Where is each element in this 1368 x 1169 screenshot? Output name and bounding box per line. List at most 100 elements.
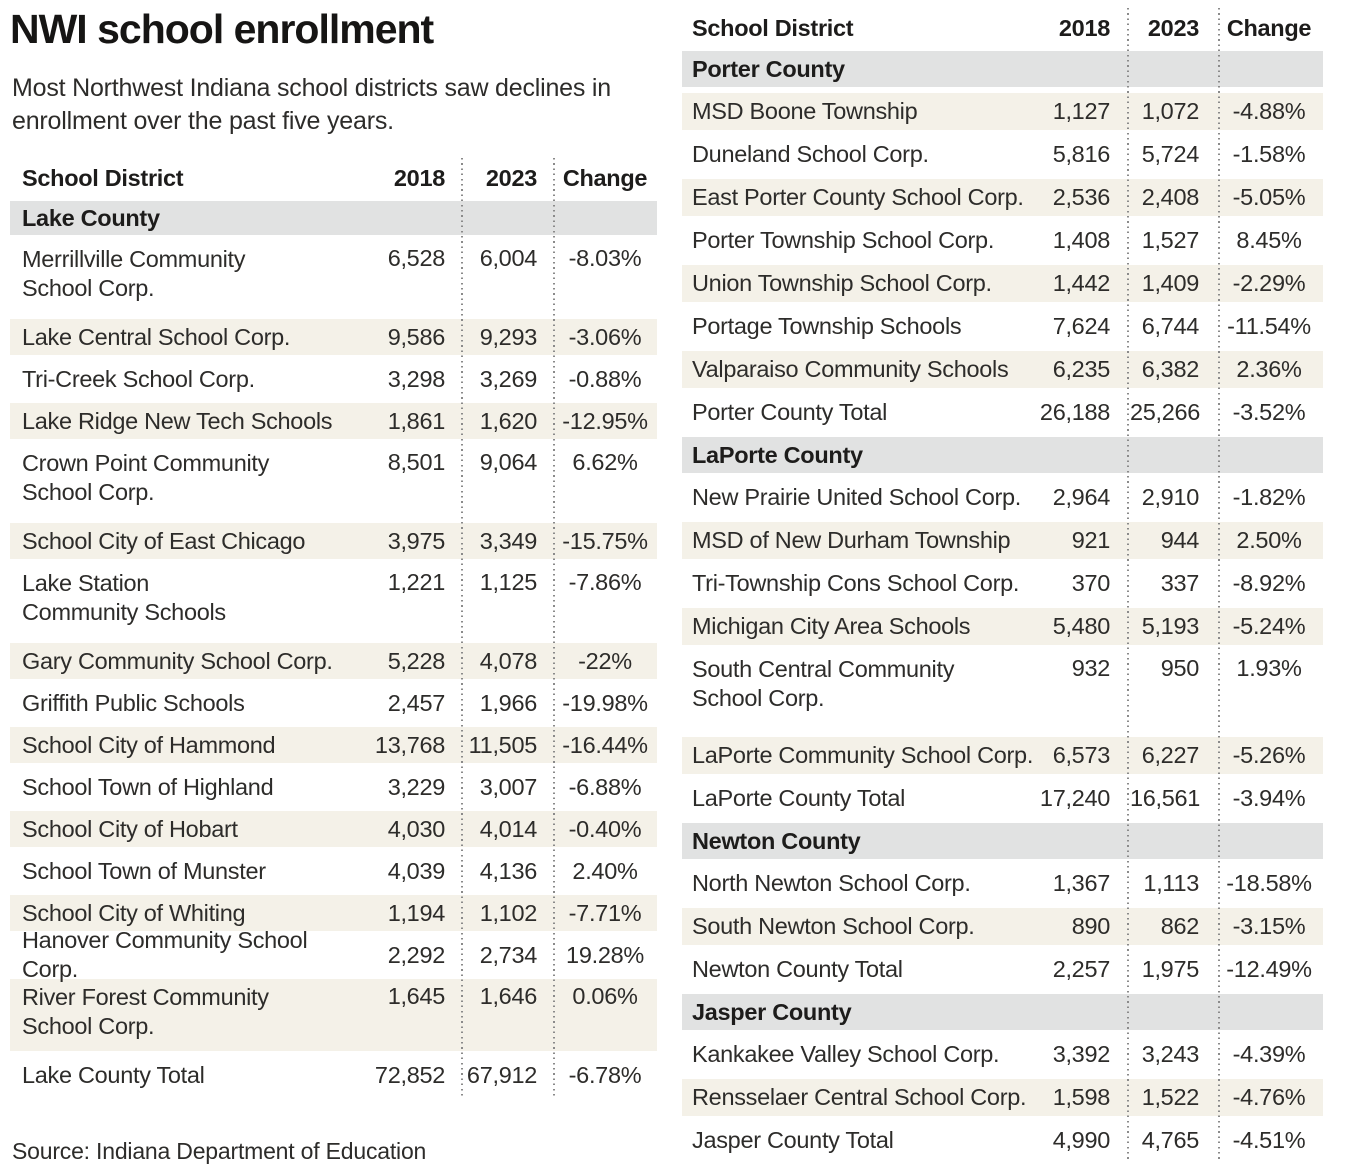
district-cell: Hanover Community School Corp. [10, 926, 362, 984]
table-row: Merrillville Community School Corp. 6,528 6… [10, 238, 657, 316]
district-cell: LaPorte County Total [682, 784, 1034, 813]
table-row: School City of Whiting 1,194 1,102 -7.71% [10, 892, 657, 934]
change-cell: -1.82% [1232, 484, 1306, 510]
district-line: School Corp. [22, 1013, 155, 1039]
value-2023-cell: 950 [1160, 655, 1200, 681]
district-line: School Corp. [22, 479, 155, 505]
value-2023-cell: 9,293 [479, 323, 538, 350]
district-cell: South Newton School Corp. [682, 912, 1034, 941]
change-cell: 0.06% [572, 983, 638, 1009]
column-header-2018: 2018 [393, 164, 445, 191]
district-cell: South Central Community School Corp. [682, 655, 1034, 713]
value-2018-cell: 1,442 [1052, 270, 1111, 296]
table-header-row: School District 2018 2023 Change [682, 8, 1323, 48]
change-cell: -8.92% [1232, 570, 1306, 596]
value-2018-cell: 4,039 [387, 857, 446, 884]
district-line: Porter County Total [692, 399, 888, 425]
district-line: LaPorte Community School Corp. [692, 742, 1034, 768]
column-header-change: Change [562, 164, 648, 191]
district-line: Gary Community School Corp. [22, 647, 333, 674]
district-cell: Porter Township School Corp. [682, 226, 1034, 255]
table-row: Portage Township Schools 7,624 6,744 -11.54… [682, 305, 1323, 348]
change-cell: -2.29% [1232, 270, 1306, 296]
value-2023-cell: 862 [1160, 913, 1200, 939]
change-cell: 2.40% [572, 857, 638, 884]
page-title: NWI school enrollment [10, 6, 434, 52]
value-2023-cell: 6,382 [1141, 356, 1200, 382]
value-2023-cell: 1,102 [479, 899, 538, 926]
district-cell: Merrillville Community School Corp. [10, 245, 362, 303]
column-header-change: Change [1226, 14, 1312, 41]
change-cell: 1.93% [1236, 655, 1302, 681]
table-row: South Newton School Corp. 890 862 -3.15% [682, 905, 1323, 948]
change-cell: -8.03% [568, 245, 642, 271]
value-2023-cell: 3,349 [479, 527, 538, 554]
value-2023-cell: 4,078 [479, 647, 538, 674]
district-line: Kankakee Valley School Corp. [692, 1041, 1000, 1067]
change-cell: -7.86% [568, 569, 642, 595]
change-cell: -4.39% [1232, 1041, 1306, 1067]
district-cell: New Prairie United School Corp. [682, 483, 1034, 512]
table-row: LaPorte Community School Corp. 6,573 6,227… [682, 734, 1323, 777]
value-2018-cell: 17,240 [1039, 785, 1110, 811]
district-cell: Gary Community School Corp. [10, 647, 362, 676]
district-line: Michigan City Area Schools [692, 613, 971, 639]
value-2018-cell: 3,229 [387, 773, 446, 800]
district-line: East Porter County School Corp. [692, 184, 1024, 210]
county-header-row: Porter County [682, 48, 1323, 90]
value-2018-cell: 9,586 [387, 323, 446, 350]
county-label: Jasper County [692, 998, 852, 1025]
district-cell: Griffith Public Schools [10, 689, 362, 718]
district-line: Tri-Creek School Corp. [22, 365, 255, 392]
value-2018-cell: 2,457 [387, 689, 446, 716]
table-row: MSD of New Durham Township 921 944 2.50% [682, 519, 1323, 562]
column-separator-line [553, 158, 555, 1096]
district-cell: River Forest Community School Corp. [10, 983, 362, 1041]
change-cell: -5.24% [1232, 613, 1306, 639]
value-2023-cell: 1,620 [479, 407, 538, 434]
change-cell: 6.62% [572, 449, 638, 475]
value-2018-cell: 2,257 [1052, 956, 1111, 982]
district-cell: Crown Point Community School Corp. [10, 449, 362, 507]
change-cell: -4.88% [1232, 98, 1306, 124]
district-cell: School Town of Highland [10, 773, 362, 802]
district-line: Union Township School Corp. [692, 270, 992, 296]
value-2023-cell: 1,966 [479, 689, 538, 716]
value-2018-cell: 1,194 [387, 899, 446, 926]
value-2023-cell: 9,064 [479, 449, 538, 475]
district-cell: Newton County Total [682, 955, 1034, 984]
county-header-row: Lake County [10, 198, 657, 238]
district-line: Jasper County Total [692, 1127, 894, 1153]
value-2018-cell: 921 [1071, 527, 1111, 553]
value-2018-cell: 1,645 [387, 983, 446, 1009]
district-cell: School City of Hammond [10, 731, 362, 760]
change-cell: -5.05% [1232, 184, 1306, 210]
value-2018-cell: 4,030 [387, 815, 446, 842]
value-2023-cell: 1,072 [1141, 98, 1200, 124]
district-line: North Newton School Corp. [692, 870, 971, 896]
change-cell: -0.40% [568, 815, 642, 842]
value-2018-cell: 4,990 [1052, 1127, 1111, 1153]
column-separator-line [1218, 8, 1220, 1162]
district-cell: Lake Central School Corp. [10, 323, 362, 352]
change-cell: 2.50% [1236, 527, 1302, 553]
district-cell: Porter County Total [682, 398, 1034, 427]
table-row: New Prairie United School Corp. 2,964 2,91… [682, 476, 1323, 519]
district-cell: Lake Ridge New Tech Schools [10, 407, 362, 436]
value-2023-cell: 1,125 [479, 569, 538, 595]
district-cell: School City of East Chicago [10, 527, 362, 556]
table-row: LaPorte County Total 17,240 16,561 -3.94% [682, 777, 1323, 820]
district-line: School City of East Chicago [22, 527, 306, 554]
district-cell: MSD of New Durham Township [682, 526, 1034, 555]
table-row: School Town of Highland 3,229 3,007 -6.88% [10, 766, 657, 808]
value-2023-cell: 2,910 [1141, 484, 1200, 510]
table-row: Lake Ridge New Tech Schools 1,861 1,620 -12… [10, 400, 657, 442]
change-cell: -3.52% [1232, 399, 1306, 425]
value-2018-cell: 1,408 [1052, 227, 1111, 253]
column-header-district: School District [692, 14, 854, 41]
district-line: School City of Hammond [22, 731, 276, 758]
value-2023-cell: 4,014 [479, 815, 538, 842]
value-2018-cell: 6,235 [1052, 356, 1111, 382]
value-2018-cell: 72,852 [374, 1061, 445, 1088]
change-cell: 8.45% [1236, 227, 1302, 253]
